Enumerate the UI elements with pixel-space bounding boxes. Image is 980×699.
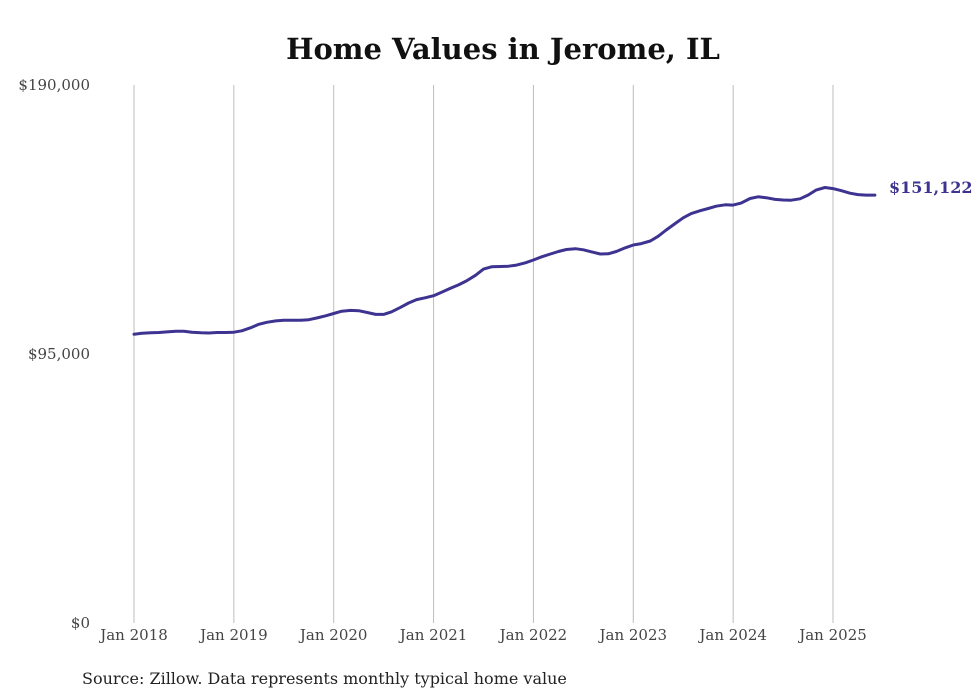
y-tick-label: $190,000 xyxy=(18,76,90,94)
gridlines xyxy=(133,85,834,623)
x-tick-label: Jan 2021 xyxy=(398,626,468,644)
end-value-label: $151,122 xyxy=(889,178,973,197)
x-tick-label: Jan 2019 xyxy=(198,626,268,644)
x-tick-label: Jan 2020 xyxy=(298,626,368,644)
x-tick-label: Jan 2018 xyxy=(98,626,168,644)
x-tick-label: Jan 2024 xyxy=(697,626,767,644)
y-tick-label: $95,000 xyxy=(28,345,90,363)
chart-title: Home Values in Jerome, IL xyxy=(286,32,720,66)
y-tick-label: $0 xyxy=(71,614,90,632)
x-tick-label: Jan 2023 xyxy=(598,626,668,644)
x-axis-tick-labels: Jan 2018 Jan 2019 Jan 2020 Jan 2021 Jan 2022… xyxy=(98,626,867,644)
series-line xyxy=(132,186,877,336)
x-tick-label: Jan 2022 xyxy=(498,626,568,644)
x-tick-label: Jan 2025 xyxy=(797,626,867,644)
source-note: Source: Zillow. Data represents monthly … xyxy=(82,669,567,688)
y-axis-tick-labels: $190,000 $95,000 $0 xyxy=(18,76,90,632)
